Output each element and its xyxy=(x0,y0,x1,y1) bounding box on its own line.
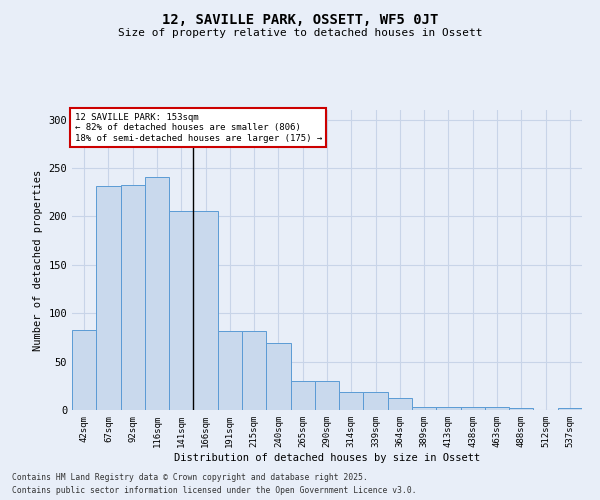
X-axis label: Distribution of detached houses by size in Ossett: Distribution of detached houses by size … xyxy=(174,452,480,462)
Bar xyxy=(485,407,509,410)
Text: 12, SAVILLE PARK, OSSETT, WF5 0JT: 12, SAVILLE PARK, OSSETT, WF5 0JT xyxy=(162,12,438,26)
Bar xyxy=(290,381,315,410)
Y-axis label: Number of detached properties: Number of detached properties xyxy=(33,170,43,350)
Bar xyxy=(436,407,461,410)
Text: Contains HM Land Registry data © Crown copyright and database right 2025.: Contains HM Land Registry data © Crown c… xyxy=(12,474,368,482)
Text: Size of property relative to detached houses in Ossett: Size of property relative to detached ho… xyxy=(118,28,482,38)
Bar xyxy=(558,408,582,410)
Text: Contains public sector information licensed under the Open Government Licence v3: Contains public sector information licen… xyxy=(12,486,416,495)
Bar xyxy=(242,330,266,410)
Bar xyxy=(96,186,121,410)
Bar xyxy=(145,177,169,410)
Bar xyxy=(72,330,96,410)
Bar xyxy=(169,210,193,410)
Bar xyxy=(388,398,412,410)
Bar xyxy=(121,186,145,410)
Bar xyxy=(412,407,436,410)
Bar xyxy=(364,392,388,410)
Bar xyxy=(193,210,218,410)
Bar xyxy=(339,392,364,410)
Bar xyxy=(509,408,533,410)
Text: 12 SAVILLE PARK: 153sqm
← 82% of detached houses are smaller (806)
18% of semi-d: 12 SAVILLE PARK: 153sqm ← 82% of detache… xyxy=(74,113,322,143)
Bar xyxy=(266,343,290,410)
Bar xyxy=(461,407,485,410)
Bar xyxy=(315,381,339,410)
Bar xyxy=(218,330,242,410)
